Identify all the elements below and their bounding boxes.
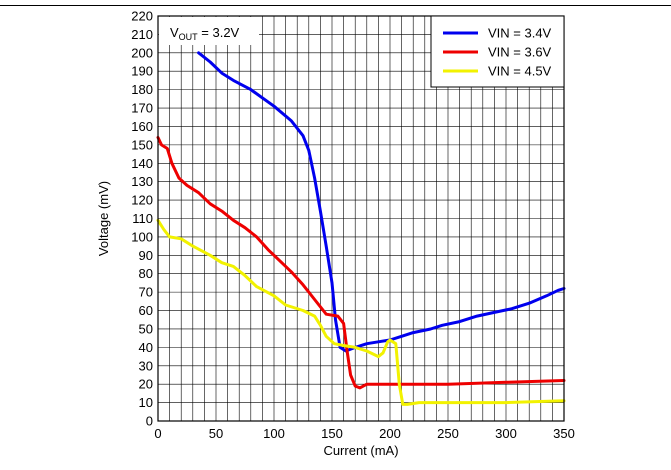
x-tick-label: 100 [263,426,285,441]
page-top-rule [0,5,671,6]
x-tick-label: 300 [495,426,517,441]
y-tick-label: 100 [131,229,153,244]
y-tick-label: 190 [131,64,153,79]
y-tick-label: 50 [139,321,153,336]
y-tick-labels: 0 10 20 30 40 50 60 70 80 90 100 110 120 130 140 150 160… [131,9,153,429]
y-tick-label: 40 [139,340,153,355]
y-tick-label: 90 [139,248,153,263]
series-line-1 [197,51,566,353]
y-tick-label: 80 [139,266,153,281]
y-tick-label: 160 [131,119,153,134]
y-tick-label: 70 [139,285,153,300]
y-tick-label: 20 [139,377,153,392]
vout-subscript: OUT [179,32,199,42]
legend-label-2: VIN = 3.6V [488,45,552,60]
x-tick-labels: 0 50 100 150 200 250 300 350 [154,426,574,441]
series-line-2 [156,136,566,390]
x-tick-label: 50 [209,426,223,441]
y-tick-label: 140 [131,156,153,171]
vout-annotation-text: VOUT = 3.2V [170,25,240,42]
legend-box [430,15,565,88]
y-tick-label: 30 [139,358,153,373]
x-tick-label: 200 [379,426,401,441]
x-tick-label: 150 [321,426,343,441]
vout-main: V [170,25,179,40]
y-tick-label: 200 [131,45,153,60]
vout-annotation-box [159,17,259,45]
legend: VIN = 3.4V VIN = 3.6V VIN = 4.5V [430,15,565,88]
series-lines [156,51,566,406]
x-tick-label: 250 [437,426,459,441]
vout-annotation: VOUT = 3.2V [159,17,259,45]
y-tick-label: 220 [131,9,153,24]
y-tick-label: 60 [139,303,153,318]
y-tick-label: 10 [139,395,153,410]
vout-suffix: = 3.2V [198,25,240,40]
y-tick-label: 0 [146,414,153,429]
plot-frame [157,15,565,422]
legend-label-3: VIN = 4.5V [488,64,552,79]
legend-label-1: VIN = 3.4V [488,26,552,41]
x-axis-label: Current (mA) [323,443,398,458]
y-tick-label: 130 [131,174,153,189]
y-axis-label: Voltage (mV) [96,181,111,256]
x-tick-label: 0 [154,426,161,441]
series-line-3 [156,218,566,406]
x-tick-label: 350 [553,426,575,441]
y-tick-label: 180 [131,82,153,97]
y-tick-label: 170 [131,101,153,116]
y-tick-label: 210 [131,27,153,42]
y-tick-label: 110 [132,211,153,226]
y-tick-label: 120 [131,193,153,208]
y-tick-label: 150 [131,137,153,152]
